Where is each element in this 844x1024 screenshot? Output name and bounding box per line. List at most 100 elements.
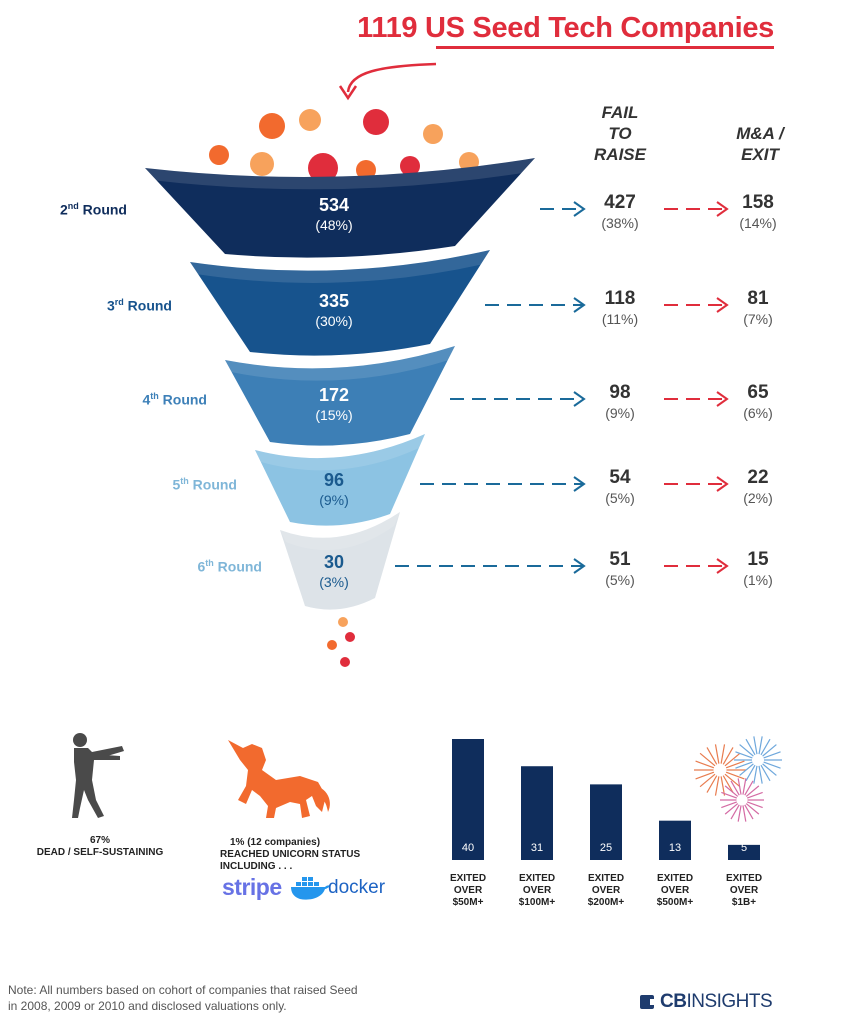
exit-value-2: 158 (14%)	[718, 193, 798, 233]
firework-ray	[695, 771, 715, 780]
funnel-pct: (30%)	[315, 313, 353, 329]
round-number: 5	[172, 476, 181, 493]
funnel-count: 30	[323, 552, 345, 572]
firework-ray	[739, 744, 754, 757]
exit-bar-5	[728, 844, 760, 860]
firework-ray	[760, 738, 771, 756]
funnel-layer-highlight	[225, 346, 455, 381]
exit-column-heading: M&A / EXIT	[736, 124, 784, 164]
firework-ray	[735, 751, 753, 759]
firework-ray	[753, 765, 758, 784]
exit-bar-3	[590, 784, 622, 860]
decor-dot	[345, 632, 355, 642]
fail-value-2: 427 (38%)	[580, 193, 660, 233]
exit-bar-value: 40	[461, 842, 475, 854]
side-pct: (7%)	[743, 311, 773, 327]
funnel-layer-2	[145, 158, 535, 258]
funnel-count: 96	[323, 470, 345, 490]
firework-ray	[760, 764, 771, 782]
side-pct: (5%)	[605, 572, 635, 588]
fail-arrow-head	[573, 201, 586, 217]
firework-ray	[724, 803, 739, 815]
side-count: 51	[609, 549, 631, 570]
funnel-layer-3	[190, 250, 490, 356]
docker-logo: docker	[328, 877, 386, 898]
unicorn-icon	[228, 740, 330, 818]
fail-arrow-head	[573, 558, 586, 574]
exit-bar-label: EXITED OVER $1B+	[725, 873, 763, 908]
exit-arrow-head	[716, 201, 729, 217]
exit-bar-value: 25	[599, 842, 613, 854]
firework-ray	[725, 771, 745, 780]
firework-ray	[699, 752, 716, 767]
exit-bar-value: 13	[668, 842, 682, 854]
side-count: 427	[604, 192, 636, 213]
firework-ray	[753, 736, 758, 755]
firework-ray	[722, 775, 734, 793]
decor-dot	[356, 160, 376, 180]
funnel-layer-6	[280, 512, 400, 610]
round-word: Round	[188, 476, 237, 493]
firework-ray	[714, 776, 720, 796]
firework-ray	[695, 760, 715, 769]
fail-arrow-head	[573, 297, 586, 313]
unicorn-caption: 1% (12 companies) REACHED UNICORN STATUS…	[210, 837, 370, 873]
exit-bar-value: 31	[530, 842, 544, 854]
funnel-value-3: 335 (30%)	[274, 291, 394, 331]
title-arrow	[346, 62, 437, 93]
funnel-count: 534	[318, 195, 350, 215]
unicorn-including: INCLUDING . . .	[220, 861, 293, 872]
firework-ray	[742, 778, 747, 795]
side-count: 81	[747, 288, 769, 309]
exit-bar-label: EXITED OVER $100M+	[518, 873, 556, 908]
firework-ray	[763, 761, 781, 769]
unicorn-pct: 1% (12 companies)	[230, 837, 321, 848]
dead-pct: 67%	[89, 835, 110, 846]
arrows	[395, 201, 729, 574]
exit-arrow-head	[716, 558, 729, 574]
round-ordinal: th	[180, 476, 189, 486]
decor-dot	[423, 124, 443, 144]
title-arrow-head	[338, 85, 358, 101]
exit-arrow-head	[716, 476, 729, 492]
funnel-count: 172	[318, 385, 350, 405]
exit-bars	[452, 739, 760, 860]
unicorn-status: REACHED UNICORN STATUS	[220, 849, 361, 860]
funnel-dots-top	[209, 109, 479, 183]
fireworks-icon	[694, 736, 782, 822]
firework-ray	[745, 785, 760, 797]
funnel-layer-highlight	[280, 512, 400, 551]
fail-value-6: 51 (5%)	[580, 550, 660, 590]
side-pct: (9%)	[605, 405, 635, 421]
dead-label: DEAD / SELF-SUSTAINING	[36, 847, 164, 858]
dead-caption: 67% DEAD / SELF-SUSTAINING	[30, 835, 170, 859]
round-word: Round	[213, 558, 262, 575]
firework-ray	[714, 744, 720, 764]
funnel-layer-highlight	[255, 434, 425, 471]
firework-ray	[721, 801, 738, 809]
page-title: 1119 US Seed Tech Companies	[357, 12, 774, 44]
firework-ray	[746, 801, 763, 809]
funnel-value-4: 172 (15%)	[274, 385, 394, 425]
firework-ray	[706, 747, 718, 765]
fail-arrow-head	[573, 391, 586, 407]
round-number: 6	[197, 558, 206, 575]
firework-ray	[706, 775, 718, 793]
firework-ray	[699, 773, 716, 788]
firework-ray	[762, 744, 777, 757]
side-count: 15	[747, 549, 769, 570]
firework-ray	[746, 791, 763, 799]
funnel-layers	[145, 158, 535, 610]
round-word: Round	[158, 391, 207, 408]
round-word: Round	[78, 201, 127, 218]
footnote: Note: All numbers based on cohort of com…	[8, 983, 358, 1013]
funnel-pct: (9%)	[319, 492, 349, 508]
firework-ray	[744, 780, 754, 796]
fail-value-3: 118 (11%)	[580, 289, 660, 329]
round-label-6: 6th Round	[102, 558, 262, 575]
round-label-2: 2nd Round	[0, 201, 127, 218]
firework-ray	[737, 805, 742, 822]
decor-dot	[209, 145, 229, 165]
firework-ray	[758, 765, 763, 784]
firework-ray	[744, 804, 754, 820]
